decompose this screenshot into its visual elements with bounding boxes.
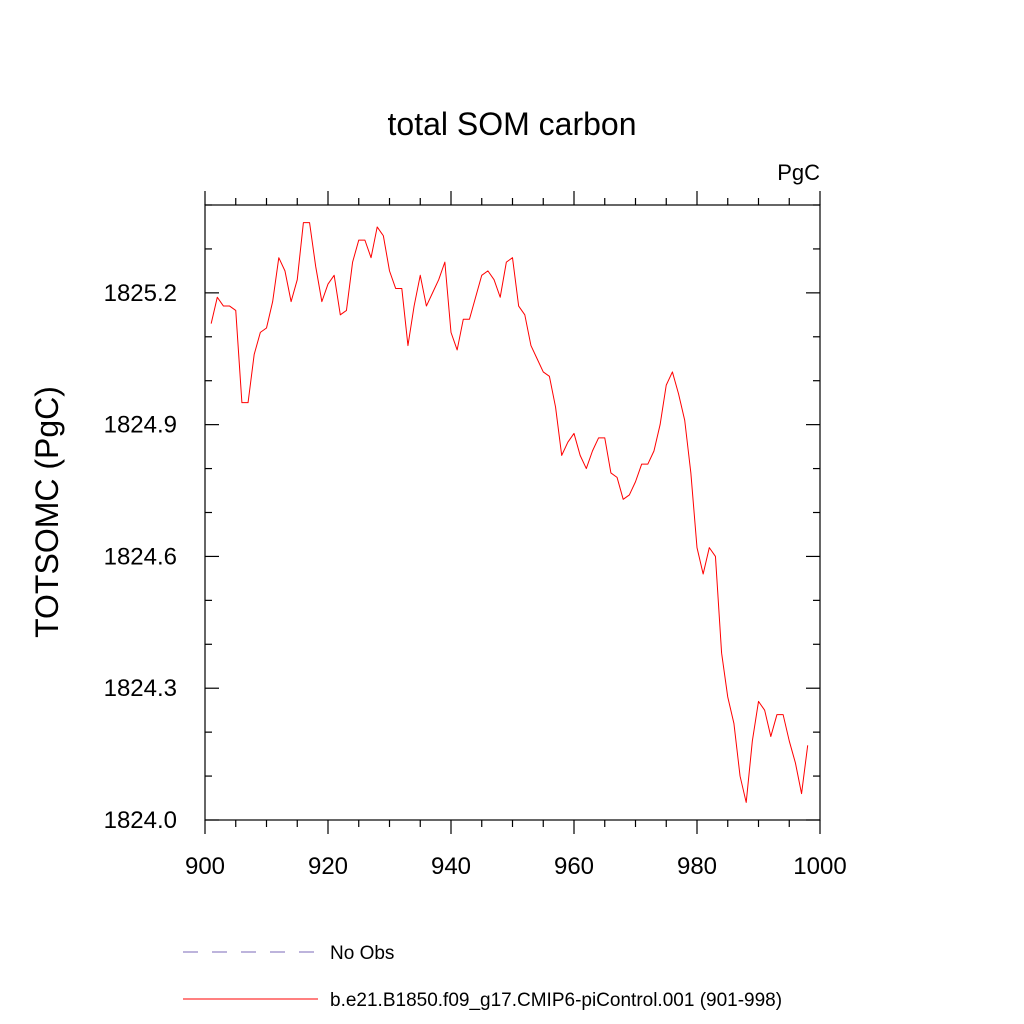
axis-ticks [204,191,821,834]
plot-frame [204,204,821,821]
y-tick-label: 1824.3 [104,675,177,702]
legend-label: b.e21.B1850.f09_g17.CMIP6-piControl.001 … [330,990,782,1011]
chart-title: total SOM carbon [388,106,637,142]
y-axis-label: TOTSOMC (PgC) [29,386,65,638]
y-tick-label: 1825.2 [104,280,177,307]
y-tick-label: 1824.9 [104,412,177,439]
series-line [210,222,809,803]
legend-label: No Obs [330,943,394,964]
x-tick-label: 940 [431,853,471,880]
units-label: PgC [777,160,820,185]
x-tick-label: 900 [185,853,225,880]
series-layer [210,222,809,803]
x-tick-label: 960 [554,853,594,880]
x-tick-label: 980 [677,853,717,880]
x-tick-label: 920 [308,853,348,880]
axis-tick-labels: 900 920 940 960 980 1000 1824.0 1824.3 1824.6 182… [104,280,847,880]
legend: No Obs b.e21.B1850.f09_g17.CMIP6-piContro… [183,943,782,1011]
y-tick-label: 1824.6 [104,543,177,570]
x-tick-label: 1000 [793,853,846,880]
y-tick-label: 1824.0 [104,807,177,834]
